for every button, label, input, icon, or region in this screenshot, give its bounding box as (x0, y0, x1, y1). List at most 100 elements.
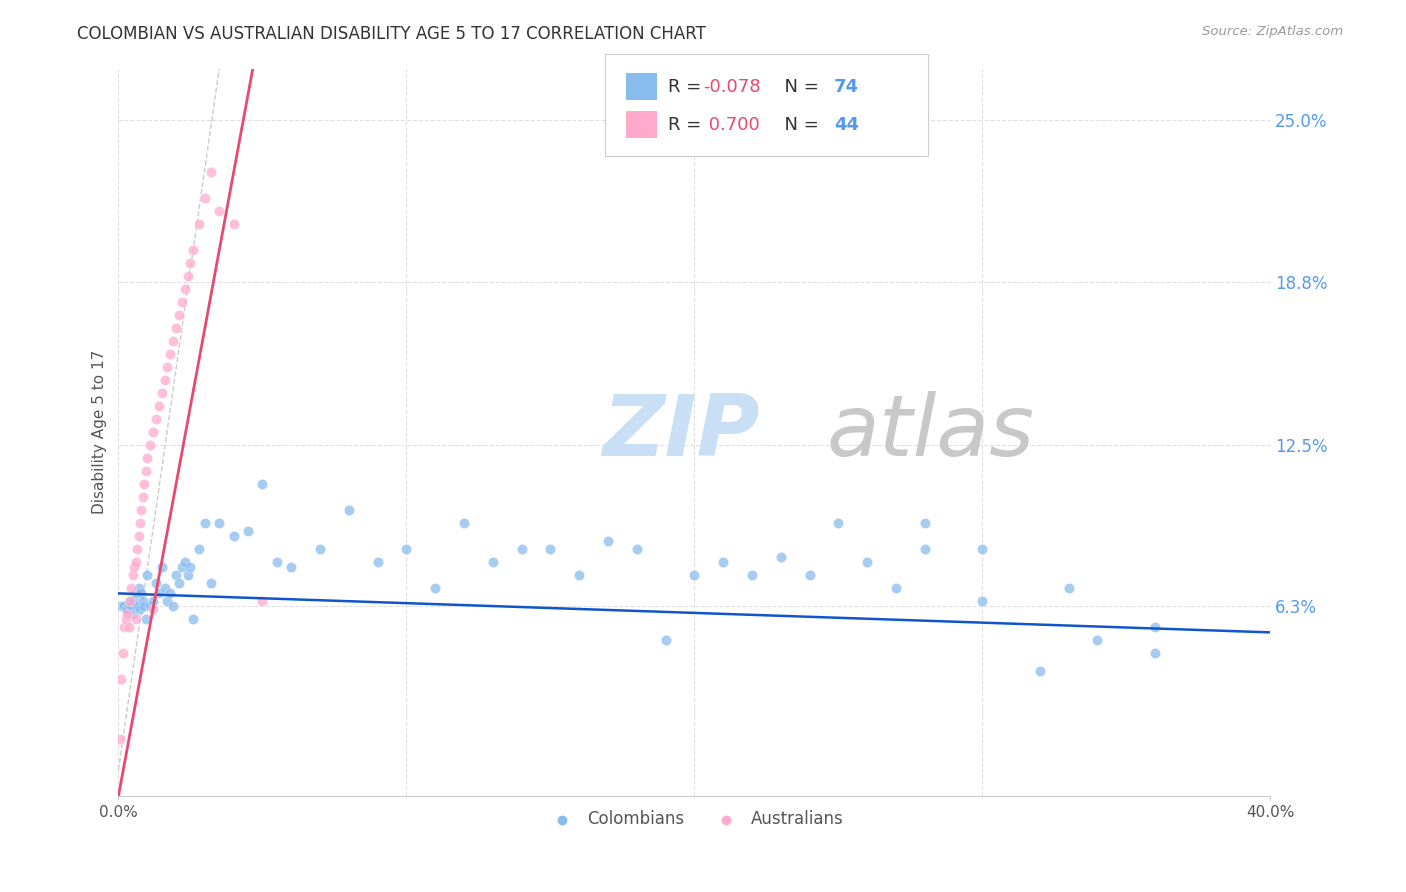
Text: COLOMBIAN VS AUSTRALIAN DISABILITY AGE 5 TO 17 CORRELATION CHART: COLOMBIAN VS AUSTRALIAN DISABILITY AGE 5… (77, 25, 706, 43)
Point (188, 218, 211, 232)
Point (367, 555, 389, 569)
Point (222, 218, 245, 232)
Point (827, 516, 849, 531)
Point (156, 594, 179, 608)
Text: -0.078: -0.078 (703, 78, 761, 95)
Point (129, 516, 152, 531)
Point (110, 672, 132, 686)
Point (200, 576, 222, 591)
Point (884, 581, 907, 595)
Point (568, 568, 591, 582)
Point (1144, 646, 1167, 660)
Point (115, 602, 138, 616)
Text: R =: R = (668, 78, 707, 95)
Point (142, 602, 165, 616)
Point (120, 599, 142, 614)
Point (856, 555, 879, 569)
Point (117, 597, 139, 611)
Point (200, 165, 222, 179)
Point (108, 731, 131, 746)
Point (129, 602, 152, 616)
Y-axis label: Disability Age 5 to 17: Disability Age 5 to 17 (93, 351, 107, 515)
Point (181, 244, 204, 258)
Point (111, 646, 134, 660)
Point (127, 599, 149, 614)
Point (127, 542, 149, 557)
Point (121, 568, 143, 582)
Point (167, 576, 190, 591)
Point (1029, 665, 1052, 679)
Point (131, 586, 153, 600)
Point (972, 594, 994, 608)
Point (165, 568, 187, 582)
Text: R =: R = (668, 116, 707, 134)
Point (112, 599, 135, 614)
Point (128, 529, 150, 543)
Point (124, 594, 146, 608)
Point (176, 568, 198, 582)
Point (222, 529, 245, 543)
Point (188, 542, 211, 557)
Point (170, 295, 193, 310)
Point (453, 516, 475, 531)
Point (148, 586, 170, 600)
Point (132, 594, 155, 608)
Point (1144, 620, 1167, 634)
Text: ZIP: ZIP (602, 391, 759, 474)
Point (136, 568, 159, 582)
Point (179, 560, 201, 574)
Point (117, 620, 139, 634)
Point (115, 607, 138, 622)
Text: atlas: atlas (827, 391, 1035, 474)
Point (914, 542, 936, 557)
Point (208, 204, 231, 219)
Point (1057, 581, 1080, 595)
Point (118, 594, 141, 608)
Point (337, 503, 360, 517)
Point (121, 607, 143, 622)
Point (112, 620, 135, 634)
Point (194, 191, 217, 205)
Point (1087, 633, 1109, 648)
Point (972, 542, 994, 557)
Point (159, 586, 181, 600)
Point (481, 555, 503, 569)
Point (510, 542, 533, 557)
Point (136, 451, 159, 466)
Point (176, 269, 198, 284)
Point (124, 560, 146, 574)
Point (596, 534, 619, 549)
Point (125, 586, 148, 600)
Point (194, 516, 217, 531)
Point (181, 612, 204, 626)
Point (159, 347, 181, 361)
Point (162, 599, 184, 614)
Point (252, 477, 274, 491)
Point (125, 612, 148, 626)
Point (114, 612, 136, 626)
Point (769, 549, 792, 564)
Point (139, 438, 162, 452)
Point (236, 524, 259, 538)
Point (142, 594, 165, 608)
Point (425, 581, 447, 595)
Point (139, 599, 162, 614)
Point (162, 334, 184, 349)
Text: Source: ZipAtlas.com: Source: ZipAtlas.com (1202, 25, 1343, 38)
Point (165, 321, 187, 335)
Text: N =: N = (773, 78, 825, 95)
Point (131, 503, 153, 517)
Point (179, 256, 201, 270)
Point (741, 568, 763, 582)
Point (135, 612, 157, 626)
Point (132, 490, 155, 504)
Point (142, 425, 165, 440)
Point (173, 282, 195, 296)
Point (538, 542, 561, 557)
Point (118, 594, 141, 608)
Point (114, 602, 136, 616)
Point (626, 542, 648, 557)
Point (135, 464, 157, 478)
Point (128, 581, 150, 595)
Point (266, 555, 288, 569)
